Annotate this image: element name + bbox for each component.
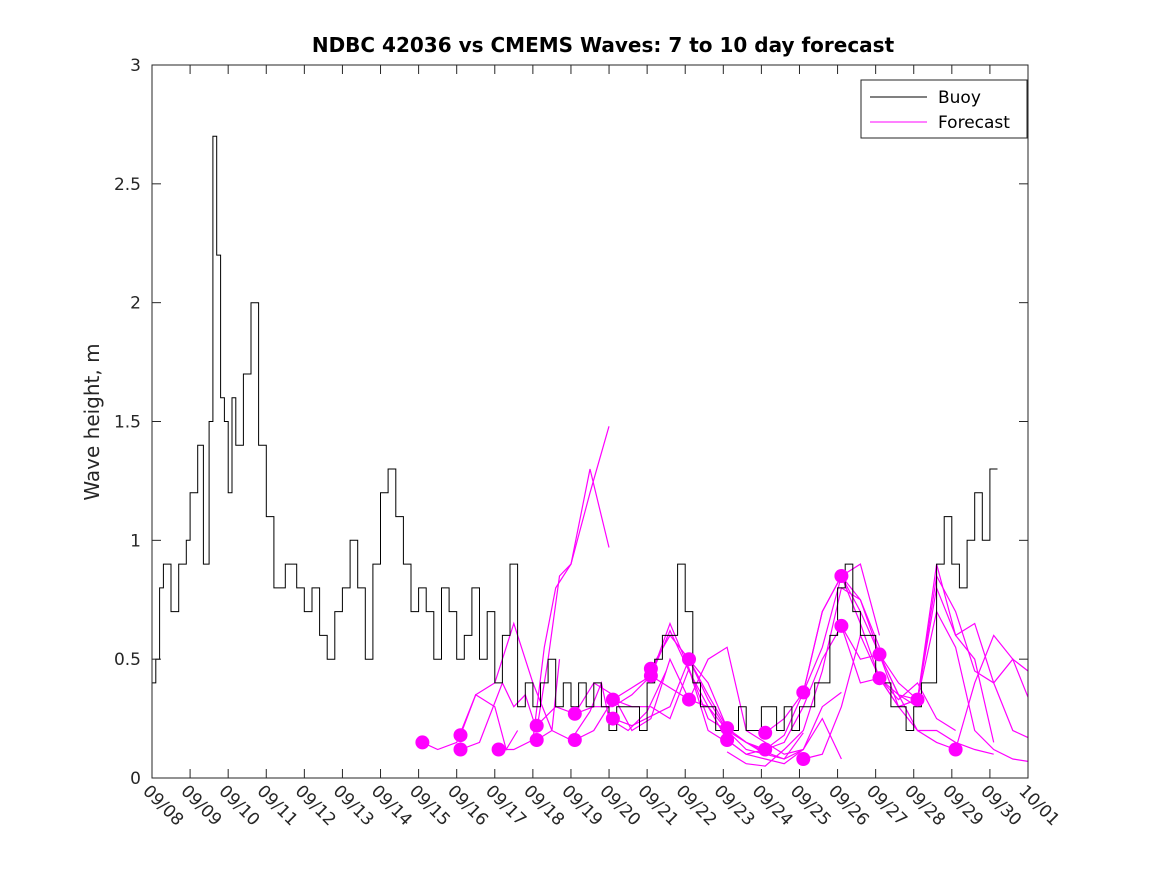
forecast-marker <box>720 733 735 747</box>
y-axis-label: Wave height, m <box>80 343 104 500</box>
forecast-marker <box>605 711 620 726</box>
forecast-marker <box>529 718 544 733</box>
forecast-marker <box>567 706 582 721</box>
forecast-marker <box>682 692 696 707</box>
forecast-marker <box>453 728 468 743</box>
y-tick-label: 2.5 <box>114 175 141 195</box>
y-axis: 0 0.5 1 1.5 2 2.5 3 <box>114 56 1028 789</box>
y-tick-label: 2 <box>130 294 141 314</box>
forecast-marker <box>948 742 963 757</box>
forecast-marker <box>682 652 696 667</box>
forecast-marker <box>415 735 430 750</box>
legend-buoy-label: Buoy <box>938 88 981 108</box>
y-tick-label: 0 <box>130 769 141 789</box>
forecast-marker <box>567 733 582 747</box>
y-tick-label: 1.5 <box>114 413 141 433</box>
forecast-marker <box>872 647 887 662</box>
buoy-line <box>152 135 998 731</box>
chart-title: NDBC 42036 vs CMEMS Waves: 7 to 10 day f… <box>312 33 895 57</box>
y-tick-label: 0.5 <box>114 650 141 670</box>
buoy-series-group <box>152 135 998 731</box>
forecast-marker <box>796 685 811 700</box>
forecast-marker <box>758 725 773 740</box>
forecast-marker <box>872 671 887 686</box>
forecast-marker <box>910 692 925 707</box>
forecast-marker <box>720 721 735 736</box>
forecast-marker <box>834 618 849 633</box>
forecast-marker <box>643 661 658 676</box>
legend-forecast-label: Forecast <box>938 113 1010 133</box>
forecast-line <box>840 575 994 755</box>
forecast-marker <box>453 742 468 757</box>
forecast-marker <box>834 569 849 583</box>
forecast-line <box>955 634 1029 750</box>
forecast-line <box>726 586 881 767</box>
forecast-marker <box>796 752 811 766</box>
forecast-line <box>498 468 610 751</box>
plot-area <box>152 65 1028 778</box>
forecast-line <box>612 621 766 751</box>
forecast-marker <box>529 733 544 747</box>
forecast-marker <box>605 692 620 707</box>
forecast-marker <box>491 742 506 757</box>
forecast-line <box>650 646 804 755</box>
forecast-marker <box>758 742 773 757</box>
forecast-line <box>688 699 842 765</box>
y-tick-label: 3 <box>130 56 141 76</box>
forecast-markers-group <box>415 569 963 766</box>
forecast-line <box>879 609 1029 762</box>
forecast-line <box>878 574 1029 701</box>
y-tick-label: 1 <box>130 531 141 551</box>
legend: Buoy Forecast <box>860 79 1028 139</box>
forecast-line <box>574 666 728 743</box>
legend-box <box>860 79 1028 139</box>
